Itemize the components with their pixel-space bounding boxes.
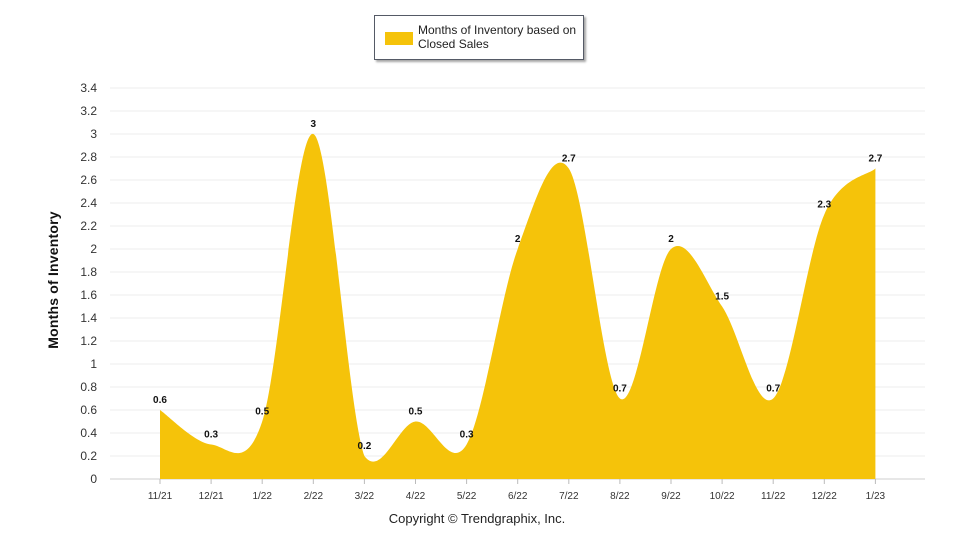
x-tick-label: 12/22	[812, 491, 837, 502]
y-tick-label: 0.4	[80, 426, 97, 440]
y-tick-label: 3.2	[80, 104, 97, 118]
y-tick-label: 0.2	[80, 449, 97, 463]
y-tick-label: 2	[90, 242, 97, 256]
data-label: 2.7	[562, 154, 576, 165]
x-tick-label: 7/22	[559, 491, 579, 502]
x-tick-label: 2/22	[304, 491, 324, 502]
x-tick-label: 11/22	[761, 491, 786, 502]
copyright-footer: Copyright © Trendgraphix, Inc.	[0, 511, 960, 526]
x-tick-label: 12/21	[199, 491, 224, 502]
data-label: 0.7	[766, 384, 780, 395]
data-label: 0.5	[409, 407, 423, 418]
data-label: 1.5	[715, 292, 729, 303]
data-label: 0.3	[204, 430, 218, 441]
legend: Months of Inventory based on Closed Sale…	[374, 15, 584, 60]
y-tick-label: 3.4	[80, 81, 97, 95]
y-tick-label: 2.4	[80, 196, 97, 210]
y-tick-label: 1.6	[80, 288, 97, 302]
x-tick-label: 4/22	[406, 491, 426, 502]
y-tick-label: 1.2	[80, 334, 97, 348]
y-tick-label: 2.2	[80, 219, 97, 233]
y-tick-label: 1.4	[80, 311, 97, 325]
x-tick-label: 1/23	[866, 491, 886, 502]
y-axis-label: Months of Inventory	[45, 211, 61, 349]
x-tick-label: 1/22	[252, 491, 272, 502]
x-tick-label: 6/22	[508, 491, 528, 502]
data-label: 2	[515, 234, 521, 245]
x-tick-label: 11/21	[148, 491, 173, 502]
data-label: 0.7	[613, 384, 627, 395]
y-tick-label: 1	[90, 357, 97, 371]
data-label: 0.5	[255, 407, 269, 418]
data-label: 2.7	[868, 154, 882, 165]
data-label: 0.6	[153, 395, 167, 406]
y-tick-label: 0.6	[80, 403, 97, 417]
y-tick-label: 3	[90, 127, 97, 141]
legend-label: Months of Inventory based on Closed Sale…	[418, 23, 577, 51]
data-label: 0.2	[357, 441, 371, 452]
data-labels: 0.6 0.3 0.5 3 0.2 0.5 0.3 2 2.7 0.7 2 1.5 0.7 2.3 2.7	[153, 119, 883, 457]
x-axis-ticks: 11/21 12/21 1/22 2/22 3/22 4/22 5/22 6/22 7/22 8/…	[148, 479, 886, 502]
x-tick-label: 3/22	[355, 491, 375, 502]
grid-lines	[110, 87, 925, 480]
y-tick-label: 0.8	[80, 380, 97, 394]
y-tick-label: 0	[90, 472, 97, 486]
area-series	[160, 133, 876, 479]
data-label: 2	[668, 234, 674, 245]
data-label: 0.3	[460, 430, 474, 441]
x-tick-label: 10/22	[710, 491, 735, 502]
data-label: 2.3	[817, 200, 831, 211]
legend-swatch	[385, 32, 413, 45]
copyright-text: Copyright © Trendgraphix, Inc.	[388, 511, 566, 526]
x-tick-label: 9/22	[661, 491, 681, 502]
area-fill	[160, 133, 876, 479]
y-axis-ticks: 0 0.2 0.4 0.6 0.8 1 1.2 1.4 1.6 1.8 2 2.2 2.4 2.6 2.8 3…	[80, 81, 97, 486]
data-label: 3	[311, 119, 317, 130]
x-tick-label: 5/22	[457, 491, 477, 502]
y-tick-label: 2.8	[80, 150, 97, 164]
x-tick-label: 8/22	[610, 491, 630, 502]
y-tick-label: 2.6	[80, 173, 97, 187]
y-tick-label: 1.8	[80, 265, 97, 279]
